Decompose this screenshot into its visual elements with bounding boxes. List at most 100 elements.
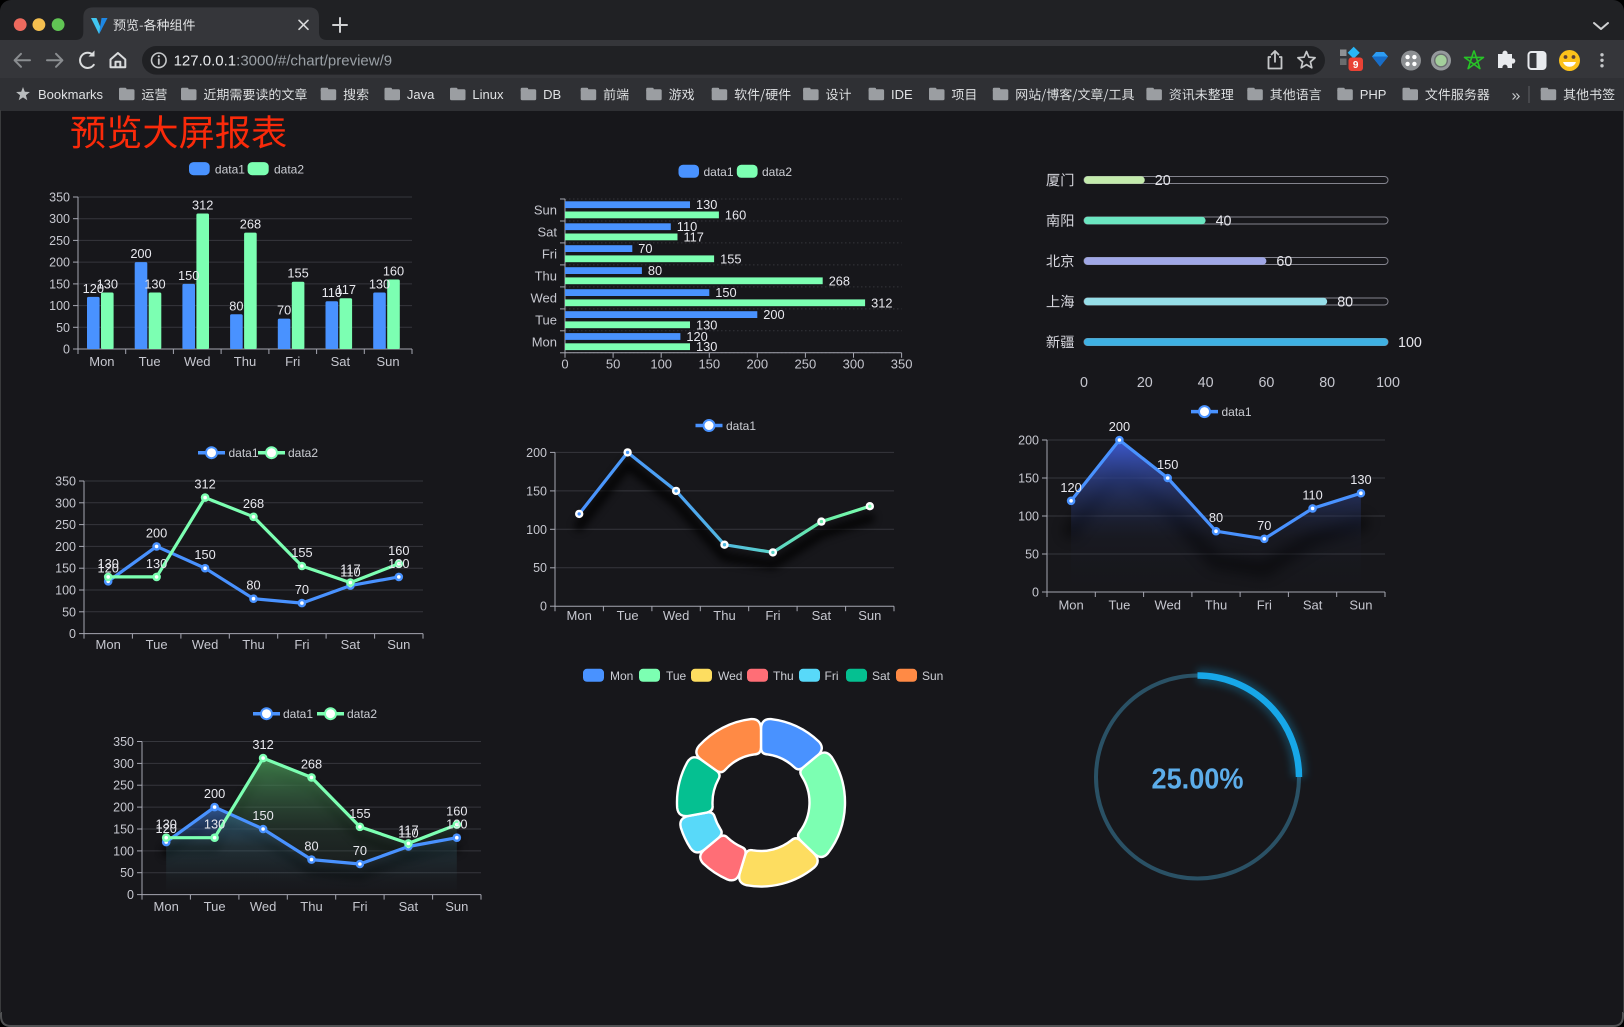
svg-text:Fri: Fri (1257, 598, 1272, 613)
svg-text:data2: data2 (762, 165, 792, 179)
svg-text:»: » (1512, 88, 1521, 105)
svg-text:data2: data2 (274, 163, 304, 177)
svg-text:160: 160 (383, 264, 404, 279)
svg-text:Wed: Wed (1154, 598, 1181, 613)
svg-text:117: 117 (336, 282, 356, 297)
svg-text:Wed: Wed (192, 637, 219, 652)
svg-text:300: 300 (55, 496, 76, 510)
svg-text:Tue: Tue (139, 354, 161, 369)
svg-text:Sun: Sun (1349, 598, 1372, 613)
svg-text:50: 50 (62, 605, 76, 619)
svg-text:0: 0 (63, 343, 70, 357)
svg-text:130: 130 (204, 817, 225, 832)
svg-text:Mon: Mon (532, 334, 557, 349)
svg-text:312: 312 (194, 477, 215, 492)
svg-text:data2: data2 (347, 707, 377, 721)
svg-text:Thu: Thu (773, 669, 794, 683)
svg-text:80: 80 (1337, 295, 1353, 311)
svg-text:25.00%: 25.00% (1152, 764, 1244, 796)
svg-text:130: 130 (144, 277, 165, 292)
svg-text:Fri: Fri (352, 899, 367, 914)
svg-text:Sat: Sat (1303, 598, 1323, 613)
svg-text:117: 117 (684, 229, 704, 244)
svg-text:Mon: Mon (1058, 598, 1083, 613)
svg-text:Wed: Wed (184, 354, 211, 369)
svg-text:data1: data1 (215, 163, 245, 177)
svg-text:100: 100 (1376, 375, 1400, 391)
svg-text:155: 155 (287, 266, 308, 281)
svg-text:130: 130 (388, 556, 409, 571)
svg-text:150: 150 (1018, 472, 1039, 486)
svg-text:268: 268 (301, 756, 322, 771)
svg-text:Sat: Sat (331, 354, 351, 369)
svg-text:100: 100 (55, 584, 76, 598)
svg-text:130: 130 (696, 197, 717, 212)
svg-text:Tue: Tue (204, 899, 226, 914)
svg-text:312: 312 (192, 198, 213, 213)
svg-text:Tue: Tue (146, 637, 168, 652)
svg-text:130: 130 (696, 339, 717, 354)
svg-text:70: 70 (1257, 518, 1271, 533)
svg-text:160: 160 (446, 804, 467, 819)
svg-text:80: 80 (1209, 510, 1223, 525)
svg-text:100: 100 (526, 523, 547, 537)
svg-text:200: 200 (1018, 434, 1039, 448)
svg-text:130: 130 (156, 817, 177, 832)
svg-text:300: 300 (113, 757, 134, 771)
svg-text:50: 50 (1025, 548, 1039, 562)
svg-text:9: 9 (1353, 60, 1359, 71)
svg-text:117: 117 (398, 822, 418, 837)
svg-text:Tue: Tue (535, 312, 557, 327)
svg-text:40: 40 (1216, 214, 1232, 230)
svg-text:312: 312 (871, 295, 892, 310)
svg-text:130: 130 (446, 817, 467, 832)
svg-text:Thu: Thu (1205, 598, 1227, 613)
svg-text:70: 70 (295, 582, 309, 597)
svg-text:0: 0 (1032, 586, 1039, 600)
svg-text:Thu: Thu (242, 637, 264, 652)
svg-text:Sun: Sun (922, 669, 943, 683)
svg-text:50: 50 (606, 357, 620, 372)
svg-text:Sat: Sat (399, 899, 419, 914)
svg-text:110: 110 (677, 219, 697, 234)
svg-text:150: 150 (1157, 457, 1178, 472)
svg-text:268: 268 (829, 273, 850, 288)
svg-text:150: 150 (252, 808, 273, 823)
svg-text:Thu: Thu (713, 608, 735, 623)
svg-text:Bookmarks: Bookmarks (38, 87, 104, 102)
svg-text:0: 0 (540, 600, 547, 614)
svg-text:130: 130 (98, 556, 119, 571)
svg-text:160: 160 (388, 543, 409, 558)
svg-text:200: 200 (55, 540, 76, 554)
svg-text:Wed: Wed (663, 608, 690, 623)
svg-text:250: 250 (49, 234, 70, 248)
svg-text:Sun: Sun (858, 608, 881, 623)
svg-text:150: 150 (113, 823, 134, 837)
svg-text:Fri: Fri (285, 354, 300, 369)
svg-text:200: 200 (1109, 419, 1130, 434)
svg-text:200: 200 (763, 307, 784, 322)
svg-text:Fri: Fri (825, 669, 839, 683)
svg-text:40: 40 (1198, 375, 1214, 391)
svg-text:Sat: Sat (537, 225, 557, 240)
svg-text:Tue: Tue (617, 608, 639, 623)
svg-text:120: 120 (156, 821, 177, 836)
svg-text:0: 0 (1080, 375, 1088, 391)
svg-text:200: 200 (146, 525, 167, 540)
svg-text:200: 200 (130, 246, 151, 261)
svg-text:0: 0 (69, 627, 76, 641)
svg-text:150: 150 (178, 268, 199, 283)
svg-text:IDE: IDE (891, 87, 913, 102)
svg-text:Mon: Mon (96, 637, 121, 652)
svg-text:Sat: Sat (812, 608, 832, 623)
svg-text:0: 0 (561, 357, 568, 372)
svg-text:80: 80 (304, 839, 318, 854)
svg-text:Wed: Wed (718, 669, 742, 683)
svg-text:250: 250 (55, 518, 76, 532)
svg-text:100: 100 (650, 357, 672, 372)
svg-text:250: 250 (795, 357, 817, 372)
svg-text:60: 60 (1276, 254, 1292, 270)
svg-text:data1: data1 (283, 707, 313, 721)
svg-text:80: 80 (229, 298, 243, 313)
svg-text:Sat: Sat (872, 669, 891, 683)
